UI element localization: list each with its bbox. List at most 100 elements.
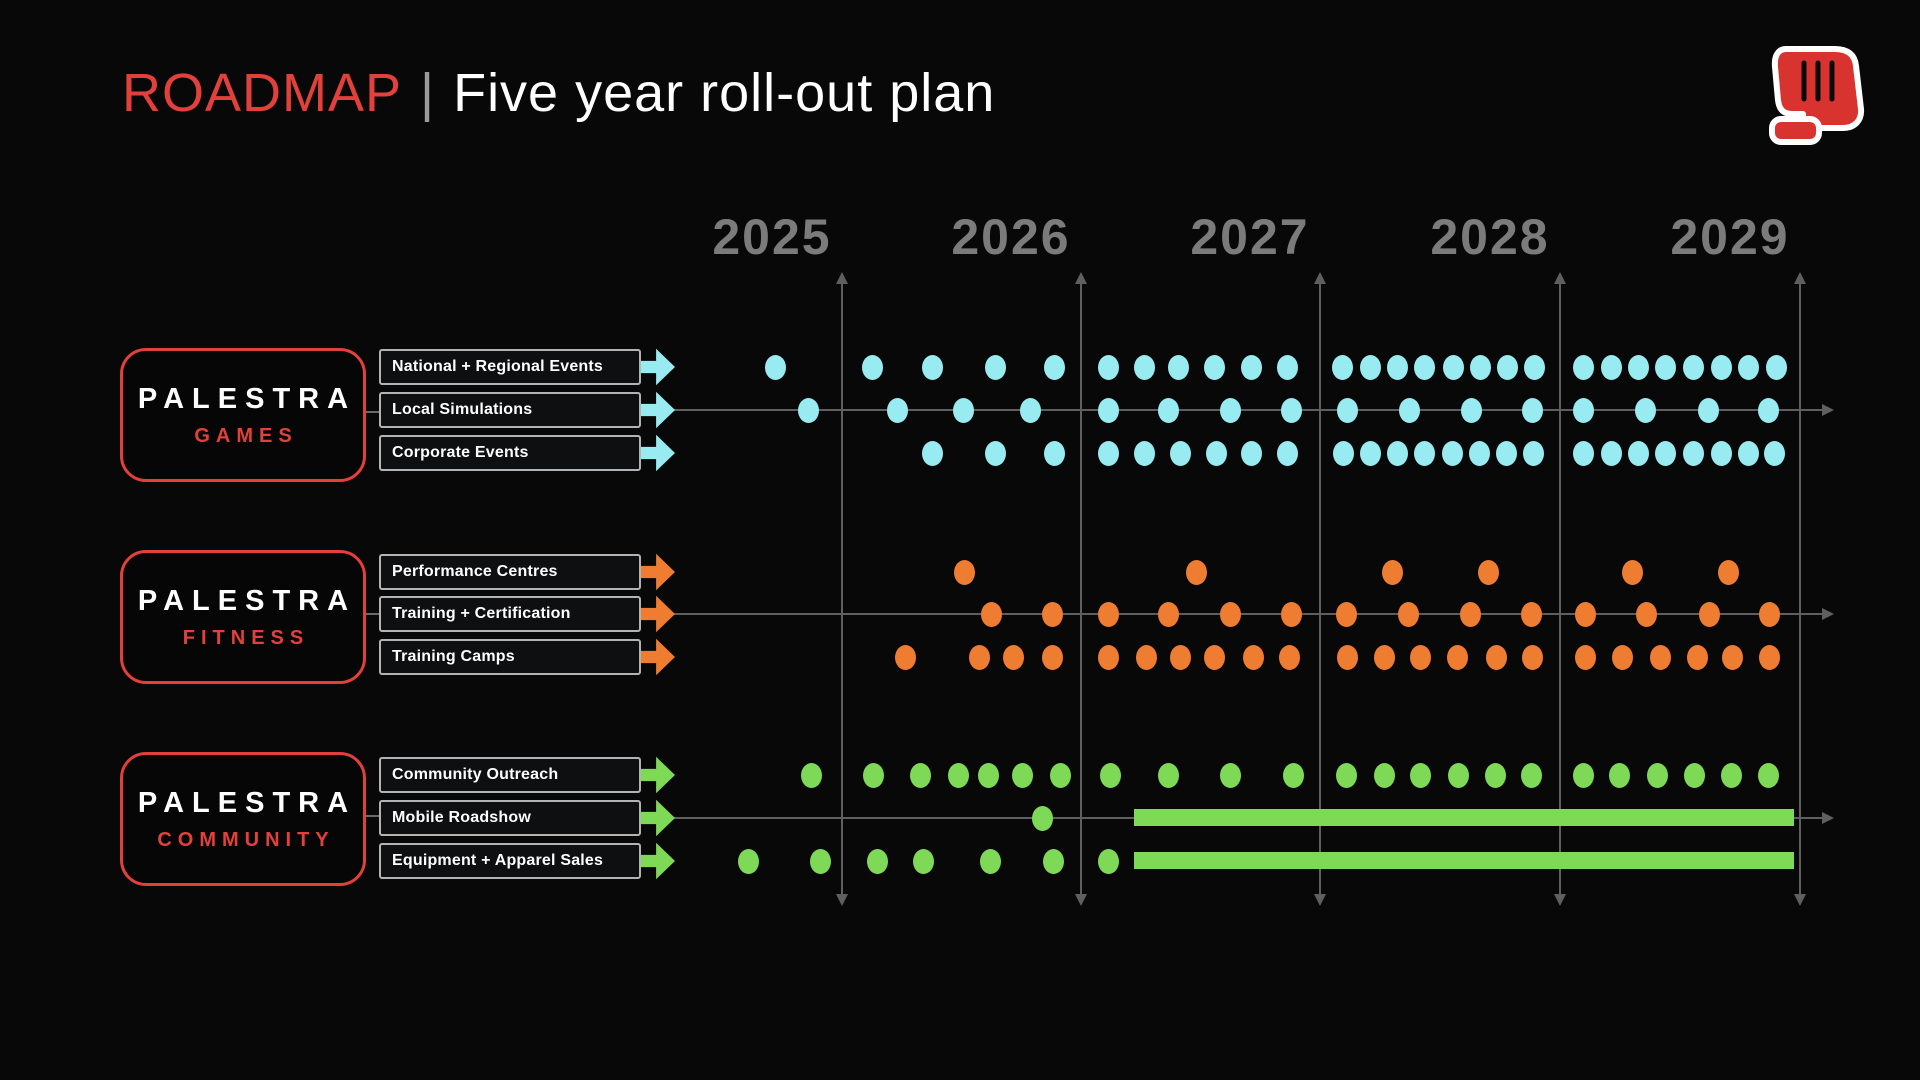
timeline-dot [1098,398,1119,423]
timeline-dot [1098,645,1119,670]
row-arrow-icon [640,553,675,591]
timeline-dot [1158,602,1179,627]
timeline-bar [1134,852,1794,869]
timeline-dot [954,560,975,585]
timeline-dot [1220,398,1241,423]
row-label: Performance Centres [392,563,558,580]
timeline-dot [1410,763,1431,788]
timeline-dot [969,645,990,670]
gridline-arrow-up-icon [1794,272,1806,284]
timeline-dot [1374,763,1395,788]
row-label: Local Simulations [392,401,533,418]
timeline-dot [1012,763,1033,788]
timeline-dot [1241,355,1262,380]
timeline-dot [1134,441,1155,466]
timeline-dot [1522,398,1543,423]
timeline-dot [862,355,883,380]
timeline-dot [1158,398,1179,423]
timeline-dot [1279,645,1300,670]
timeline-dot [1711,355,1732,380]
timeline-dot [1683,441,1704,466]
title-accent: ROADMAP [122,63,403,123]
row-label: Corporate Events [392,444,529,461]
timeline-dot [1573,355,1594,380]
row-label: Community Outreach [392,766,559,783]
row-arrow-icon [640,595,675,633]
timeline-dot [981,602,1002,627]
timeline-dot [1283,763,1304,788]
timeline-dot [1399,398,1420,423]
timeline-dot [798,398,819,423]
timeline-dot [1764,441,1785,466]
timeline-dot [1337,645,1358,670]
gridline-arrow-down-icon [1794,894,1806,906]
year-gridline [1080,284,1082,894]
timeline-dot [985,441,1006,466]
brand-name: PALESTRA [137,382,357,415]
timeline-dot [1573,763,1594,788]
row-arrow-icon [640,799,675,837]
timeline-dot [1098,441,1119,466]
timeline-dot [1721,763,1742,788]
year-label: 2028 [1430,209,1550,265]
timeline-dot [922,441,943,466]
timeline-dot [1100,763,1121,788]
timeline-axis [674,409,1822,411]
year-label: 2025 [712,209,832,265]
timeline-dot [1687,645,1708,670]
timeline-dot [1332,355,1353,380]
timeline-dot [1469,441,1490,466]
timeline-dot [1655,355,1676,380]
timeline-dot [1683,355,1704,380]
timeline-dot [1042,645,1063,670]
timeline-dot [1204,645,1225,670]
timeline-dot [738,849,759,874]
timeline-dot [1220,763,1241,788]
timeline-dot [863,763,884,788]
timeline-dot [1655,441,1676,466]
timeline-dot [1043,849,1064,874]
timeline-dot [1243,645,1264,670]
timeline-dot [1443,355,1464,380]
timeline-dot [1447,645,1468,670]
year-gridline [1559,284,1561,894]
row-label-box: Equipment + Apparel Sales [379,843,641,879]
timeline-dot [1628,355,1649,380]
timeline-dot [913,849,934,874]
axis-arrow-icon [1822,404,1834,416]
timeline-dot [1461,398,1482,423]
timeline-axis [674,613,1822,615]
timeline-dot [1044,355,1065,380]
timeline-dot [1398,602,1419,627]
timeline-dot [1573,441,1594,466]
row-label-box: National + Regional Events [379,349,641,385]
timeline-dot [1448,763,1469,788]
timeline-dot [1277,441,1298,466]
timeline-dot [1032,806,1053,831]
brand-division: GAMES [194,424,298,447]
gridline-arrow-up-icon [1314,272,1326,284]
timeline-dot [1698,398,1719,423]
timeline-dot [1410,645,1431,670]
timeline-dot [1098,355,1119,380]
timeline-dot [1601,355,1622,380]
timeline-dot [1442,441,1463,466]
timeline-dot [1636,602,1657,627]
brand-division: COMMUNITY [157,828,335,851]
timeline-dot [1575,645,1596,670]
timeline-dot [895,645,916,670]
row-arrow-icon [640,756,675,794]
brand-box: PALESTRA GAMES [120,348,366,482]
timeline-dot [1650,645,1671,670]
timeline-dot [953,398,974,423]
timeline-dot [922,355,943,380]
connector-line [363,411,379,413]
row-arrow-icon [640,348,675,386]
timeline-dot [1333,441,1354,466]
timeline-dot [1170,645,1191,670]
timeline-dot [1521,602,1542,627]
timeline-dot [1758,398,1779,423]
row-label-box: Corporate Events [379,435,641,471]
row-arrow-icon [640,638,675,676]
timeline-dot [1628,441,1649,466]
